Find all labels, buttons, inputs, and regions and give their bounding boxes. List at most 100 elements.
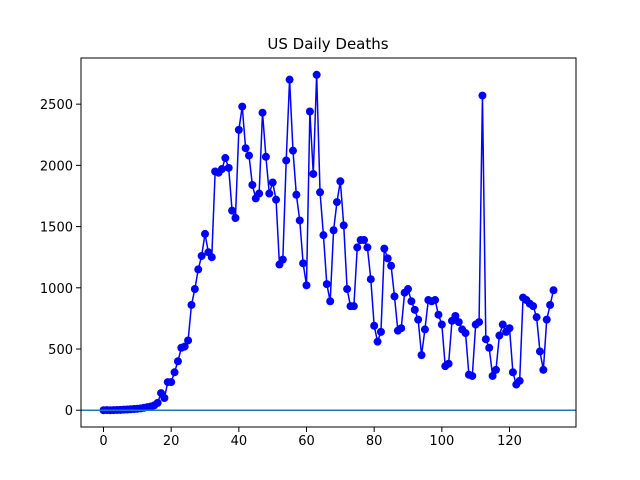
x-tick-label: 40 (231, 434, 248, 449)
data-point (454, 318, 463, 327)
data-point (475, 318, 484, 327)
data-point (241, 144, 250, 153)
data-point (343, 285, 352, 294)
data-point (481, 335, 490, 344)
data-point (461, 329, 470, 338)
data-point (451, 311, 460, 320)
data-point (363, 243, 372, 252)
data-point (190, 285, 199, 294)
data-point (383, 254, 392, 263)
data-point (515, 376, 524, 385)
data-point (231, 214, 240, 223)
data-point (255, 189, 264, 198)
data-point (329, 226, 338, 235)
data-point (258, 108, 267, 117)
data-point (197, 251, 206, 260)
y-tick-label: 0 (65, 404, 73, 419)
data-point (529, 302, 538, 311)
data-point (221, 154, 230, 163)
data-point (397, 324, 406, 333)
y-tick-label: 1000 (40, 282, 73, 297)
data-point (292, 190, 301, 199)
data-point (238, 102, 247, 111)
data-point (387, 261, 396, 270)
data-point (505, 324, 514, 333)
data-point (491, 365, 500, 374)
data-point (366, 275, 375, 284)
data-point (180, 342, 189, 351)
data-point (468, 371, 477, 380)
data-point (173, 357, 182, 366)
data-point (542, 315, 551, 324)
data-point (302, 281, 311, 290)
data-point (322, 280, 331, 289)
data-point (380, 244, 389, 253)
data-point (370, 321, 379, 330)
data-point (282, 156, 291, 165)
data-point (272, 195, 281, 204)
data-point (167, 378, 176, 387)
data-point (312, 70, 321, 79)
data-point (187, 300, 196, 309)
chart-title: US Daily Deaths (267, 35, 388, 53)
data-point (485, 343, 494, 352)
data-point (539, 365, 548, 374)
data-point (373, 337, 382, 346)
data-point (339, 221, 348, 230)
data-point (234, 125, 243, 134)
x-tick-label: 20 (163, 434, 180, 449)
data-point (532, 313, 541, 322)
data-point (326, 297, 335, 306)
data-point (224, 163, 233, 172)
data-point (546, 300, 555, 309)
data-point (360, 236, 369, 245)
data-point (244, 151, 253, 160)
data-point (410, 305, 419, 314)
data-point (288, 146, 297, 155)
y-tick-label: 2000 (40, 159, 73, 174)
data-point (217, 165, 226, 174)
data-point (170, 368, 179, 377)
data-point (549, 286, 558, 295)
data-point (285, 75, 294, 84)
data-point (184, 336, 193, 345)
data-point (390, 292, 399, 301)
data-point (248, 180, 257, 189)
data-point (414, 315, 423, 324)
data-point (319, 231, 328, 240)
x-tick-label: 0 (99, 434, 107, 449)
data-point (349, 302, 358, 311)
data-point (309, 169, 318, 178)
data-point (376, 327, 385, 336)
data-point (278, 255, 287, 264)
data-point (194, 265, 203, 274)
x-tick-label: 120 (497, 434, 522, 449)
data-point (207, 253, 216, 262)
data-point (265, 189, 274, 198)
data-point (305, 107, 314, 116)
plot-frame (80, 57, 577, 428)
data-point (431, 296, 440, 305)
data-point (228, 206, 237, 215)
y-tick-label: 2500 (40, 98, 73, 113)
data-point (201, 229, 210, 238)
data-point (261, 152, 270, 161)
data-point (295, 216, 304, 225)
x-tick-label: 80 (366, 434, 383, 449)
data-point (160, 393, 169, 402)
data-point (299, 259, 308, 268)
data-point (434, 310, 443, 319)
data-point (316, 188, 325, 197)
data-point (404, 285, 413, 294)
data-point (268, 178, 277, 187)
y-tick-label: 500 (48, 343, 73, 358)
data-point (498, 320, 507, 329)
data-point (153, 398, 162, 407)
data-point (336, 177, 345, 186)
data-point (437, 320, 446, 329)
data-point (407, 297, 416, 306)
data-point (444, 359, 453, 368)
data-point (420, 325, 429, 334)
